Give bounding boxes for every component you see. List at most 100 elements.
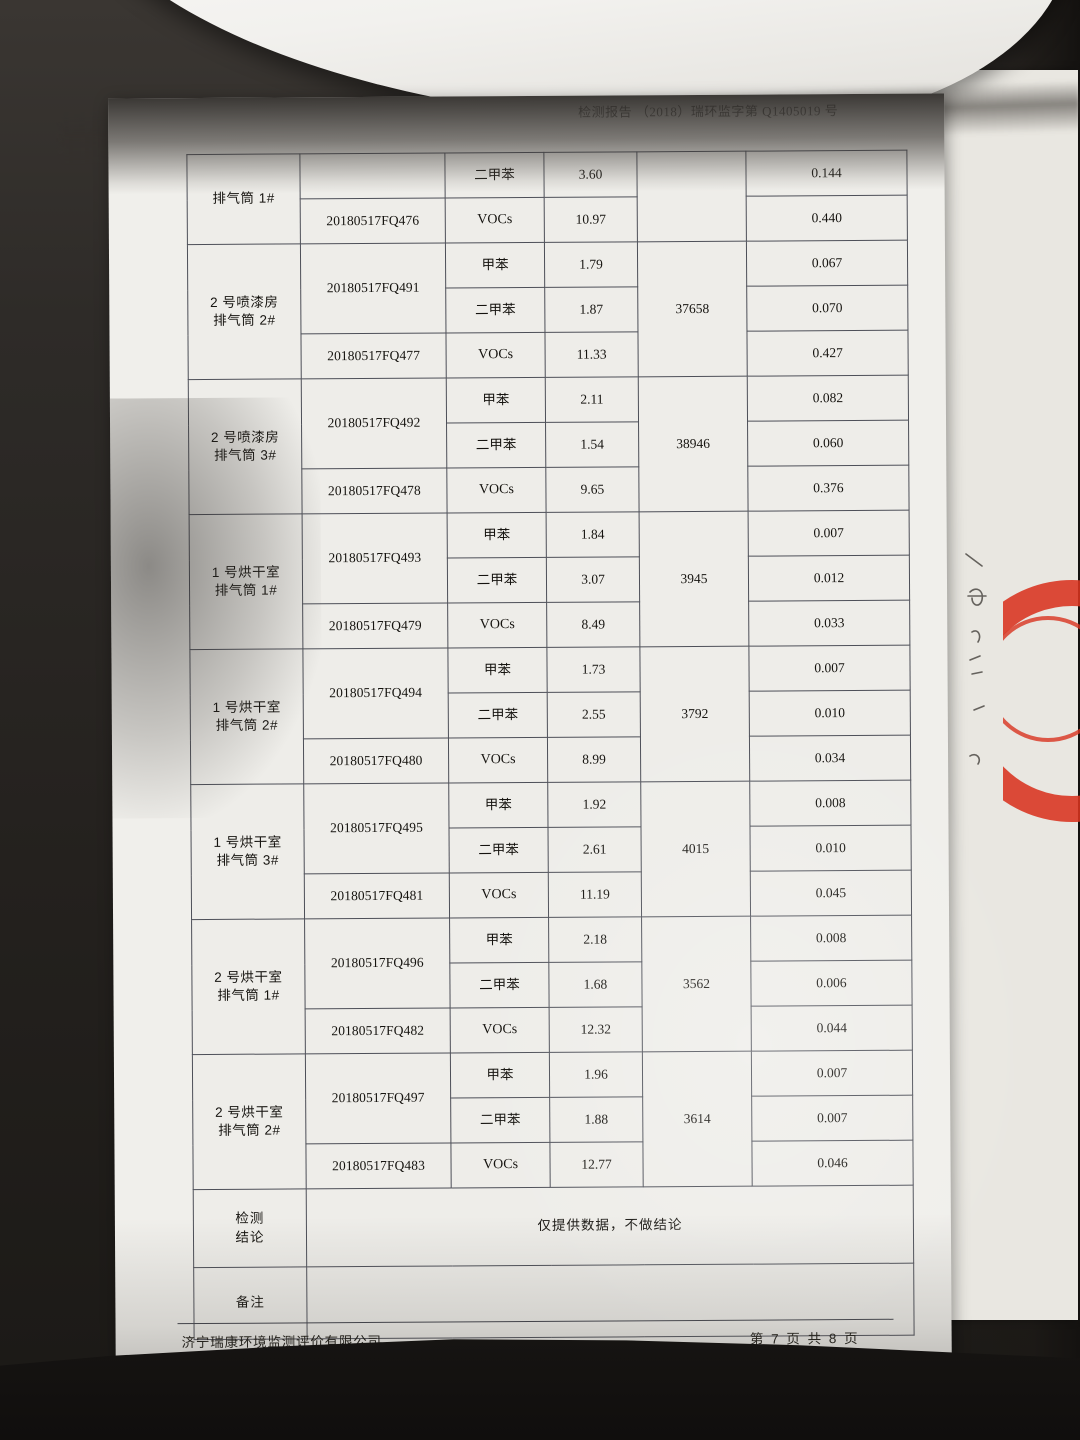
cell-substance: VOCs bbox=[450, 1007, 550, 1053]
location-line-2: 排气筒 1# bbox=[217, 987, 280, 1003]
cell-emission-rate: 0.082 bbox=[747, 375, 909, 422]
cell-sample-id bbox=[299, 153, 446, 199]
cell-concentration: 1.68 bbox=[548, 961, 643, 1008]
red-seal-stamp bbox=[1003, 580, 1080, 840]
cell-concentration: 1.92 bbox=[547, 781, 641, 828]
cell-substance: 二甲苯 bbox=[447, 557, 547, 604]
location-line-2: 排气筒 3# bbox=[214, 447, 277, 463]
cell-concentration: 1.54 bbox=[545, 421, 639, 468]
cell-emission-rate: 0.060 bbox=[747, 420, 909, 467]
location-line-2: 排气筒 2# bbox=[213, 312, 276, 328]
cell-concentration: 3.07 bbox=[546, 556, 640, 603]
cell-substance: 二甲苯 bbox=[449, 962, 550, 1008]
cell-emission-rate: 0.007 bbox=[748, 510, 910, 557]
cell-substance: VOCs bbox=[445, 197, 545, 244]
cell-flow-rate bbox=[636, 151, 747, 242]
location-line-2: 排气筒 1# bbox=[212, 190, 275, 207]
cell-sample-id: 20180517FQ479 bbox=[302, 603, 448, 649]
cell-concentration: 8.49 bbox=[546, 601, 640, 648]
cell-sample-id: 20180517FQ495 bbox=[303, 782, 450, 874]
cell-sample-id: 20180517FQ476 bbox=[300, 198, 446, 244]
table-row: 1 号烘干室 排气筒 3# 20180517FQ495 甲苯 1.92 4015 0.008 bbox=[190, 780, 911, 920]
cell-substance: VOCs bbox=[449, 872, 549, 918]
cell-concentration: 1.88 bbox=[549, 1096, 643, 1143]
cell-concentration: 2.55 bbox=[547, 691, 641, 738]
cell-emission-rate: 0.033 bbox=[748, 600, 910, 647]
cell-location: 1 号烘干室 排气筒 1# bbox=[189, 513, 303, 650]
desk-foreground bbox=[0, 1339, 1080, 1440]
cell-emission-rate: 0.144 bbox=[745, 150, 908, 197]
cell-emission-rate: 0.046 bbox=[751, 1140, 914, 1187]
cell-location: 1 号烘干室 排气筒 3# bbox=[190, 783, 305, 920]
cell-location: 2 号烘干室 排气筒 2# bbox=[192, 1053, 307, 1190]
cell-substance: 二甲苯 bbox=[448, 692, 548, 738]
conclusion-label-line-2: 结论 bbox=[235, 1229, 265, 1245]
location-line-1: 2 号喷漆房 bbox=[210, 429, 280, 445]
cell-concentration: 2.18 bbox=[548, 916, 642, 963]
cell-concentration: 1.87 bbox=[544, 286, 638, 333]
cell-concentration: 11.19 bbox=[548, 871, 642, 918]
cell-flow-rate: 3945 bbox=[639, 511, 749, 647]
cell-substance: 甲苯 bbox=[447, 647, 548, 693]
measurement-table-container: 排气筒 1# 二甲苯 3.60 0.144 20180517FQ476 VOCs 10.97… bbox=[186, 149, 915, 1341]
cell-substance: 甲苯 bbox=[448, 782, 548, 828]
measurement-table: 排气筒 1# 二甲苯 3.60 0.144 20180517FQ476 VOCs 10.97… bbox=[186, 149, 915, 1341]
cell-concentration: 1.84 bbox=[546, 511, 640, 558]
cell-substance: 甲苯 bbox=[449, 917, 549, 963]
cell-sample-id: 20180517FQ494 bbox=[302, 647, 449, 739]
cell-substance: 二甲苯 bbox=[448, 827, 549, 873]
location-line-2: 排气筒 3# bbox=[216, 852, 279, 868]
cell-emission-rate: 0.006 bbox=[750, 960, 913, 1007]
cell-sample-id: 20180517FQ496 bbox=[304, 917, 451, 1009]
cell-emission-rate: 0.007 bbox=[751, 1050, 913, 1097]
cell-concentration: 9.65 bbox=[545, 466, 640, 513]
conclusion-text: 仅提供数据，不做结论 bbox=[306, 1185, 914, 1267]
cell-sample-id: 20180517FQ480 bbox=[303, 737, 449, 784]
location-line-1: 2 号烘干室 bbox=[214, 969, 283, 985]
location-line-1: 1 号烘干室 bbox=[213, 834, 282, 850]
cell-emission-rate: 0.012 bbox=[748, 555, 910, 602]
location-line-2: 排气筒 2# bbox=[215, 717, 279, 733]
cell-substance: 二甲苯 bbox=[446, 422, 546, 469]
table-row: 1 号烘干室 排气筒 2# 20180517FQ494 甲苯 1.73 3792 0.007 bbox=[189, 645, 911, 785]
cell-emission-rate: 0.070 bbox=[746, 285, 908, 332]
location-line-1: 2 号烘干室 bbox=[215, 1104, 284, 1120]
cell-substance: VOCs bbox=[445, 332, 546, 379]
cell-emission-rate: 0.440 bbox=[746, 195, 908, 242]
cell-location: 2 号烘干室 排气筒 1# bbox=[191, 918, 306, 1055]
cell-concentration: 12.32 bbox=[549, 1006, 643, 1053]
cell-emission-rate: 0.008 bbox=[750, 915, 912, 962]
report-header-note: 检测报告 （2018）瑞环监字第 Q1405019 号 bbox=[578, 103, 839, 120]
conclusion-label-line-1: 检测 bbox=[235, 1210, 265, 1227]
location-line-1: 2 号喷漆房 bbox=[210, 294, 279, 310]
conclusion-label: 检测 结论 bbox=[193, 1188, 307, 1268]
cell-flow-rate: 3792 bbox=[639, 646, 750, 782]
cell-flow-rate: 3562 bbox=[641, 916, 752, 1052]
cell-concentration: 8.99 bbox=[547, 736, 641, 783]
handwritten-annotation bbox=[965, 553, 987, 765]
table-row: 2 号烘干室 排气筒 1# 20180517FQ496 甲苯 2.18 3562 0.008 bbox=[191, 915, 912, 1055]
cell-sample-id: 20180517FQ478 bbox=[301, 468, 448, 514]
cell-concentration: 10.97 bbox=[544, 196, 638, 243]
table-row: 2 号烘干室 排气筒 2# 20180517FQ497 甲苯 1.96 3614 0.007 bbox=[192, 1050, 913, 1190]
cell-substance: 二甲苯 bbox=[445, 287, 545, 334]
cell-concentration: 1.79 bbox=[544, 241, 638, 288]
cell-flow-rate: 3614 bbox=[642, 1051, 753, 1187]
cell-emission-rate: 0.034 bbox=[749, 735, 911, 782]
cell-flow-rate: 37658 bbox=[637, 241, 748, 377]
cell-sample-id: 20180517FQ493 bbox=[302, 513, 448, 604]
cell-substance: VOCs bbox=[446, 467, 547, 514]
cell-substance: 甲苯 bbox=[446, 377, 546, 424]
location-line-2: 排气筒 2# bbox=[218, 1122, 281, 1138]
cell-concentration: 1.96 bbox=[549, 1051, 643, 1098]
cell-location: 1 号烘干室 排气筒 2# bbox=[189, 648, 304, 785]
cell-concentration: 1.73 bbox=[546, 646, 641, 693]
cell-substance: 甲苯 bbox=[447, 512, 547, 559]
cell-emission-rate: 0.010 bbox=[749, 690, 911, 737]
cell-substance: VOCs bbox=[447, 602, 547, 648]
cell-location: 2 号喷漆房 排气筒 3# bbox=[188, 378, 303, 515]
cell-sample-id: 20180517FQ497 bbox=[305, 1052, 451, 1144]
cell-emission-rate: 0.067 bbox=[746, 240, 908, 287]
cell-flow-rate: 38946 bbox=[638, 376, 749, 512]
